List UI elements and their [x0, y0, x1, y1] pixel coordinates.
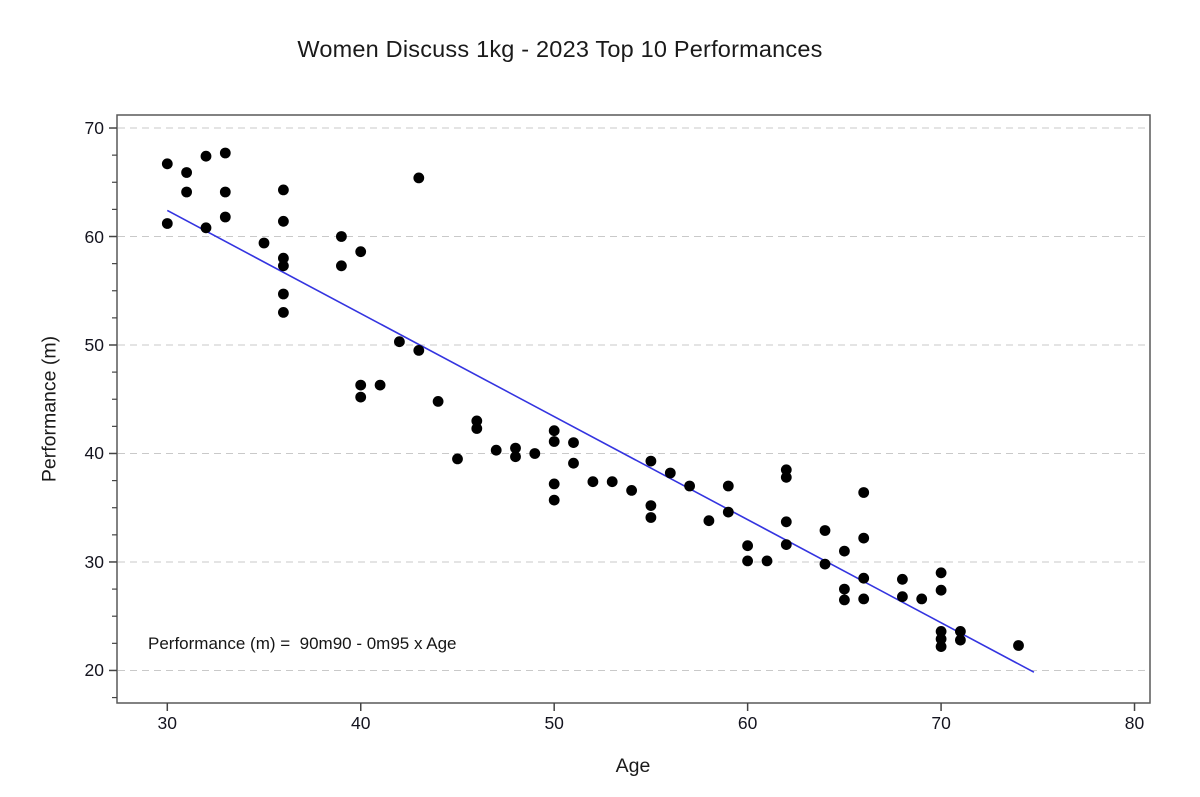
data-point — [200, 150, 212, 162]
plot-frame — [116, 114, 1151, 704]
data-point — [161, 218, 173, 229]
x-axis-title: Age — [615, 755, 651, 777]
regression-equation: Performance (m) = 90m90 - 0m95 x Age — [148, 634, 457, 653]
data-point — [722, 506, 734, 518]
x-tick-label: 30 — [157, 713, 178, 733]
trend-line — [166, 209, 1035, 673]
data-point — [258, 237, 270, 249]
chart-title: Women Discuss 1kg - 2023 Top 10 Performa… — [297, 36, 823, 62]
data-point — [858, 487, 870, 498]
x-tick-label: 70 — [931, 713, 951, 733]
data-point — [568, 437, 579, 448]
data-point — [819, 525, 831, 536]
data-point — [278, 215, 289, 227]
data-point — [703, 515, 715, 527]
data-point — [336, 231, 347, 242]
data-point — [935, 633, 947, 645]
data-point — [858, 572, 870, 584]
data-point — [568, 457, 579, 469]
data-point — [432, 396, 444, 407]
data-point — [452, 453, 463, 465]
data-point — [278, 260, 289, 272]
data-point — [548, 425, 560, 437]
data-point — [471, 415, 483, 427]
y-axis-title: Performance (m) — [38, 335, 61, 483]
data-point — [780, 516, 792, 528]
data-point — [606, 476, 618, 488]
data-point — [645, 500, 657, 511]
data-point — [935, 626, 947, 637]
data-point — [780, 464, 792, 476]
data-point — [897, 591, 908, 603]
data-point — [394, 336, 405, 348]
data-point — [355, 379, 367, 391]
data-point — [626, 485, 637, 496]
data-point — [278, 288, 289, 300]
x-tick-label: 40 — [351, 713, 371, 733]
y-tick-label: 70 — [84, 118, 104, 139]
data-point — [858, 532, 870, 544]
data-point — [839, 583, 850, 595]
data-point — [780, 539, 792, 550]
data-point — [219, 147, 231, 159]
data-point — [742, 540, 753, 552]
data-point — [336, 260, 347, 272]
data-point — [1013, 640, 1024, 651]
data-point — [355, 246, 367, 258]
data-point — [529, 448, 541, 459]
data-point — [955, 634, 966, 646]
data-point — [181, 186, 193, 198]
x-tick-label: 60 — [737, 713, 758, 733]
data-point — [490, 444, 502, 456]
data-point — [935, 584, 947, 596]
data-point — [200, 222, 212, 234]
data-point — [548, 436, 560, 447]
data-point — [684, 480, 695, 492]
data-point — [548, 494, 560, 506]
data-point — [935, 567, 947, 579]
data-point — [471, 423, 483, 434]
data-point — [278, 184, 289, 196]
data-point — [897, 573, 908, 585]
x-tick-label: 80 — [1124, 713, 1145, 733]
data-point — [935, 641, 947, 652]
data-point — [374, 379, 386, 391]
y-tick-label: 40 — [84, 443, 104, 464]
data-point — [955, 626, 966, 637]
data-point — [858, 593, 870, 605]
data-point — [587, 476, 599, 488]
data-point — [510, 442, 521, 454]
data-point — [278, 252, 289, 264]
data-point — [413, 172, 425, 184]
data-point — [722, 480, 734, 492]
data-point — [839, 594, 850, 606]
data-point — [548, 478, 560, 490]
data-point — [219, 186, 231, 198]
y-tick-label: 30 — [84, 551, 104, 572]
data-point — [742, 555, 753, 567]
data-point — [219, 211, 231, 223]
y-tick-label: 20 — [84, 660, 104, 681]
data-point — [413, 345, 425, 356]
x-tick-label: 50 — [544, 713, 564, 733]
data-point — [839, 545, 850, 557]
data-point — [664, 467, 676, 479]
data-point — [278, 307, 289, 318]
data-point — [510, 451, 521, 463]
data-point — [819, 558, 831, 570]
data-point — [645, 455, 657, 467]
y-tick-label: 50 — [84, 334, 104, 355]
y-tick-label: 60 — [84, 226, 104, 247]
data-point — [645, 512, 657, 523]
data-point — [161, 158, 173, 170]
data-point — [780, 471, 792, 483]
data-point — [355, 391, 367, 403]
data-point — [916, 593, 928, 605]
data-point — [181, 167, 193, 178]
data-point — [761, 555, 773, 567]
